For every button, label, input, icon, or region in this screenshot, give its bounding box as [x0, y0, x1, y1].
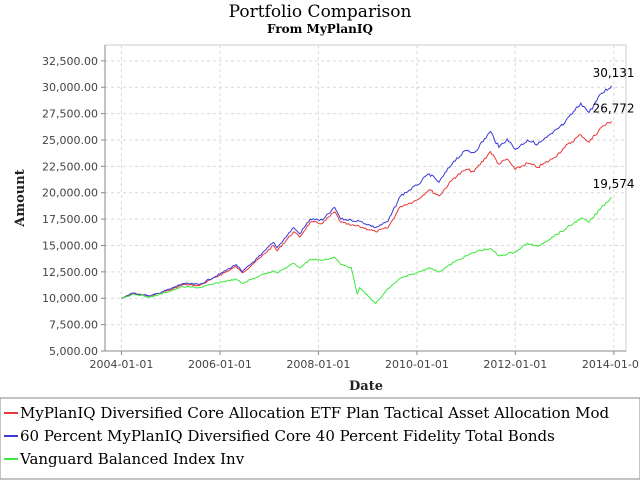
y-tick-label: 17,500.00	[42, 213, 98, 226]
y-tick-label: 22,500.00	[42, 160, 98, 173]
legend: MyPlanIQ Diversified Core Allocation ETF…	[4, 404, 610, 468]
x-tick-label: 2014-01-01	[582, 358, 640, 371]
x-axis: 2004-01-01 2006-01-01 2008-01-01 2010-01-01…	[89, 350, 640, 371]
y-tick-label: 32,500.00	[42, 55, 98, 68]
series-lines	[121, 85, 613, 305]
series-line	[121, 85, 613, 299]
x-tick-label: 2008-01-01	[286, 358, 350, 371]
y-tick-label: 5,000.00	[49, 345, 98, 358]
series-line	[121, 120, 612, 299]
legend-box	[0, 397, 640, 480]
end-labels: 26,772 30,131 19,574	[593, 66, 635, 191]
y-tick-label: 15,000.00	[42, 239, 98, 252]
chart-title: Portfolio Comparison	[229, 2, 412, 22]
y-tick-label: 10,000.00	[42, 292, 98, 305]
y-tick-label: 25,000.00	[42, 134, 98, 147]
y-tick-label: 7,500.00	[49, 319, 98, 332]
x-tick-label: 2012-01-01	[483, 358, 547, 371]
x-axis-label: Date	[349, 379, 383, 394]
grid-lines	[105, 45, 626, 352]
legend-item-label: MyPlanIQ Diversified Core Allocation ETF…	[20, 404, 610, 422]
legend-item-label: Vanguard Balanced Index Inv	[19, 450, 245, 468]
series-line	[121, 196, 612, 305]
y-tick-label: 12,500.00	[42, 266, 98, 279]
series-end-label: 26,772	[593, 101, 635, 115]
legend-item-label: 60 Percent MyPlanIQ Diversified Core 40 …	[20, 427, 555, 445]
x-tick-label: 2010-01-01	[385, 358, 449, 371]
x-tick-label: 2006-01-01	[188, 358, 252, 371]
y-tick-label: 20,000.00	[42, 187, 98, 200]
y-axis: 5,000.00 7,500.00 10,000.00 12,500.00 15,000…	[42, 45, 106, 358]
chart-subtitle: From MyPlanIQ	[267, 22, 373, 36]
series-end-label: 30,131	[593, 66, 635, 80]
y-axis-label: Amount	[13, 169, 28, 227]
series-end-label: 19,574	[593, 177, 635, 191]
y-tick-label: 30,000.00	[42, 81, 98, 94]
plot-area	[104, 44, 627, 352]
x-tick-label: 2004-01-01	[89, 358, 153, 371]
y-tick-label: 27,500.00	[42, 108, 98, 121]
